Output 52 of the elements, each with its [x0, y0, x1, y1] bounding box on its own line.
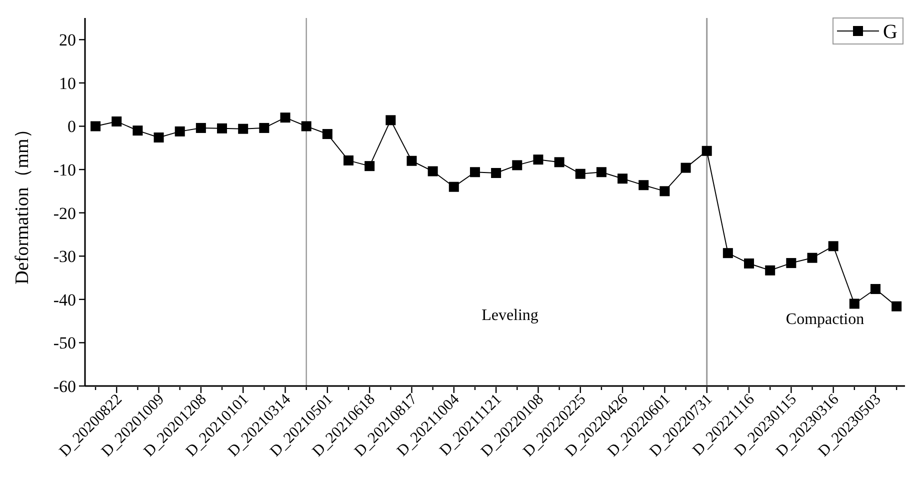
point [90, 121, 101, 132]
point [470, 167, 480, 178]
point [575, 168, 586, 179]
annotation: Compaction [786, 311, 864, 328]
point [428, 166, 438, 176]
annotation: Leveling [482, 307, 538, 324]
y-tick-label: -10 [53, 160, 76, 180]
y-tick-label: 20 [59, 30, 76, 50]
point [702, 146, 712, 156]
point [722, 248, 733, 258]
point [343, 155, 354, 166]
point [280, 112, 290, 123]
point [892, 301, 902, 312]
point [491, 168, 502, 178]
point [217, 123, 228, 134]
point [638, 180, 649, 190]
point [406, 156, 417, 166]
point [849, 298, 860, 309]
y-tick-label: 10 [59, 74, 76, 93]
point [512, 160, 522, 170]
point [301, 121, 312, 132]
point [786, 258, 796, 268]
y-tick-label: 0 [68, 117, 76, 136]
point [322, 129, 332, 140]
y-axis-title: Deformation（mm） [12, 120, 33, 284]
point [154, 132, 164, 142]
point [596, 167, 606, 178]
point [448, 182, 459, 192]
y-tick-label: -40 [53, 290, 76, 310]
point [554, 157, 564, 168]
point [364, 161, 375, 172]
y-tick-label: -50 [53, 334, 76, 353]
point [112, 116, 122, 126]
y-tick-label: -60 [53, 376, 76, 396]
point [618, 174, 628, 184]
point [828, 241, 838, 252]
point [807, 252, 818, 263]
y-tick-label: -20 [53, 204, 76, 223]
point [238, 124, 248, 134]
point [660, 186, 670, 196]
legend-label: G [883, 21, 898, 43]
point [765, 265, 776, 276]
y-tick-label: -30 [53, 247, 76, 266]
point [132, 126, 143, 136]
point [680, 162, 691, 173]
point [870, 284, 880, 294]
point [174, 126, 185, 136]
point [259, 122, 270, 133]
point [533, 154, 544, 165]
point [196, 122, 206, 133]
point [744, 258, 754, 268]
point [386, 115, 396, 126]
